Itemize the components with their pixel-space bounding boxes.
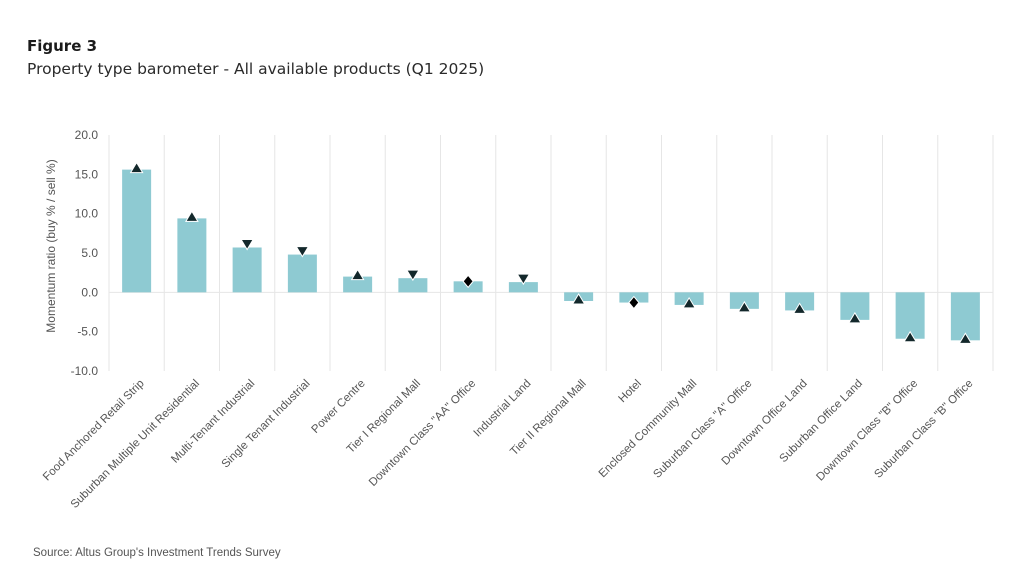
- y-tick-label: 10.0: [75, 207, 99, 221]
- triangle-up-marker: [737, 300, 752, 313]
- x-tick-label: Power Centre: [310, 378, 368, 436]
- triangle-up-marker: [903, 330, 918, 343]
- x-tick-label: Enclosed Community Mall: [597, 378, 699, 480]
- triangle-up-marker: [129, 161, 144, 174]
- bar: [398, 278, 428, 293]
- x-tick-label: Downtown Class "B" Office: [814, 378, 920, 484]
- triangle-down-marker: [405, 269, 420, 282]
- diamond-marker: [628, 295, 640, 310]
- triangle-down-marker: [516, 273, 531, 286]
- bar: [508, 282, 538, 293]
- y-tick-label: -5.0: [77, 325, 98, 339]
- trend-markers: [129, 161, 973, 344]
- bar: [785, 292, 815, 311]
- triangle-up-marker: [792, 302, 807, 314]
- bar: [950, 292, 980, 341]
- triangle-up-marker: [571, 293, 586, 305]
- y-tick-label: 0.0: [81, 285, 98, 299]
- triangle-up-marker: [847, 311, 862, 324]
- y-tick-label: 20.0: [75, 128, 99, 142]
- x-tick-label: Downtown Class "AA" Office: [367, 378, 478, 489]
- y-tick-label: 5.0: [81, 246, 98, 260]
- diamond-marker: [462, 274, 474, 289]
- x-tick-label: Suburban Class "B" Office: [872, 378, 975, 481]
- bar: [177, 218, 207, 293]
- bar: [729, 292, 759, 309]
- triangle-down-marker: [240, 238, 255, 251]
- x-tick-label: Food Anchored Retail Strip: [41, 378, 147, 484]
- bar: [232, 247, 262, 293]
- bar: [343, 276, 373, 293]
- triangle-down-marker: [295, 246, 310, 258]
- x-tick-label: Industrial Land: [472, 378, 534, 440]
- triangle-up-marker: [184, 210, 199, 222]
- y-tick-label: -10.0: [71, 364, 99, 378]
- bar: [287, 254, 317, 293]
- x-tick-label: Suburban Class "A" Office: [651, 378, 754, 481]
- y-axis: 20.0 15.0 10.0 5.0 0.0 -5.0 -10.0: [71, 128, 99, 378]
- y-tick-label: 15.0: [75, 167, 99, 181]
- source-note: Source: Altus Group's Investment Trends …: [33, 547, 281, 559]
- figure-title: Property type barometer - All available …: [27, 60, 485, 78]
- triangle-up-marker: [682, 296, 697, 309]
- figure-number: Figure 3: [27, 37, 98, 55]
- triangle-up-marker: [958, 332, 973, 344]
- x-tick-label: Hotel: [617, 378, 644, 405]
- triangle-up-marker: [350, 268, 365, 281]
- y-axis-label: Momentum ratio (buy % / sell %): [44, 159, 58, 332]
- bar: [122, 169, 152, 293]
